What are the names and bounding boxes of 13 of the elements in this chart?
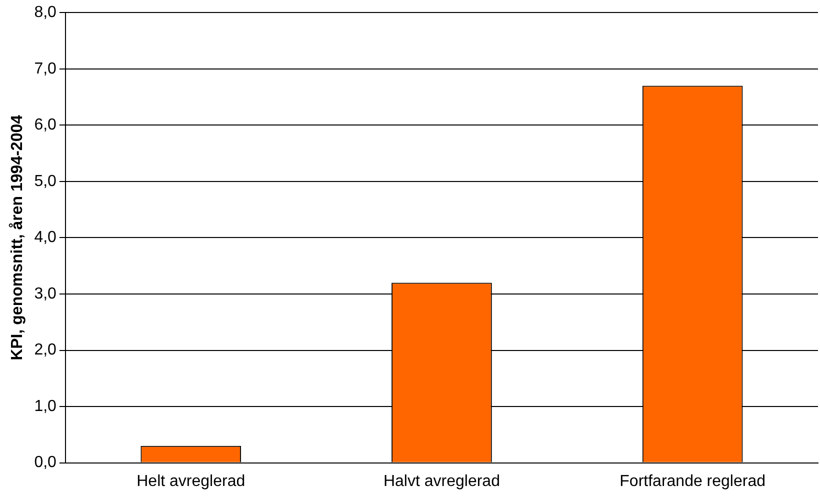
x-tick-label: Fortfarande reglerad: [620, 472, 766, 490]
y-axis-title: KPI, genomsnitt, åren 1994-2004: [8, 114, 26, 360]
x-tick-label: Halvt avreglerad: [383, 472, 500, 490]
y-tick-label: 0,0: [34, 454, 57, 472]
y-tick-label: 8,0: [34, 4, 57, 22]
y-tick-label: 4,0: [34, 229, 57, 246]
x-tick-label: Helt avreglerad: [136, 472, 246, 490]
y-tick-label: 5,0: [34, 172, 57, 190]
y-tick-label: 2,0: [34, 342, 57, 359]
y-tick-label: 1,0: [34, 398, 57, 415]
y-tick-label: 3,0: [34, 285, 57, 302]
y-tick-label: 6,0: [34, 116, 57, 134]
y-tick-label: 7,0: [34, 60, 57, 78]
